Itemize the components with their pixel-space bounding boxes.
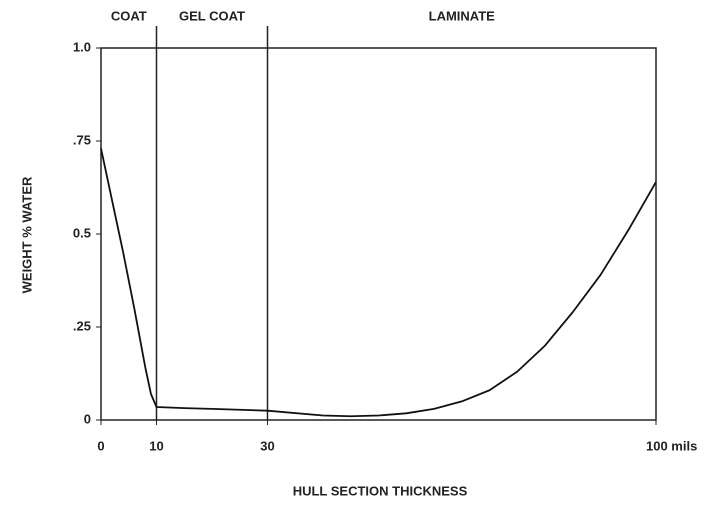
x-tick-label: 10 [149, 438, 163, 453]
region-label: GEL COAT [179, 8, 245, 23]
x-tick-label: 100 mils [646, 438, 697, 453]
y-tick-label: .75 [73, 132, 91, 147]
region-label: COAT [111, 8, 147, 23]
data-line [100, 148, 657, 418]
x-tick-label: 30 [260, 438, 274, 453]
y-axis-label: WEIGHT % WATER [19, 176, 34, 293]
y-tick-label: 0 [84, 411, 91, 426]
x-tick-label: 0 [97, 438, 104, 453]
y-tick-label: 0.5 [73, 225, 91, 240]
plot-frame [100, 47, 657, 421]
region-label: LAMINATE [429, 8, 496, 23]
y-tick-label: .25 [73, 318, 91, 333]
y-tick-label: 1.0 [73, 39, 91, 54]
x-axis-label: HULL SECTION THICKNESS [293, 483, 468, 498]
